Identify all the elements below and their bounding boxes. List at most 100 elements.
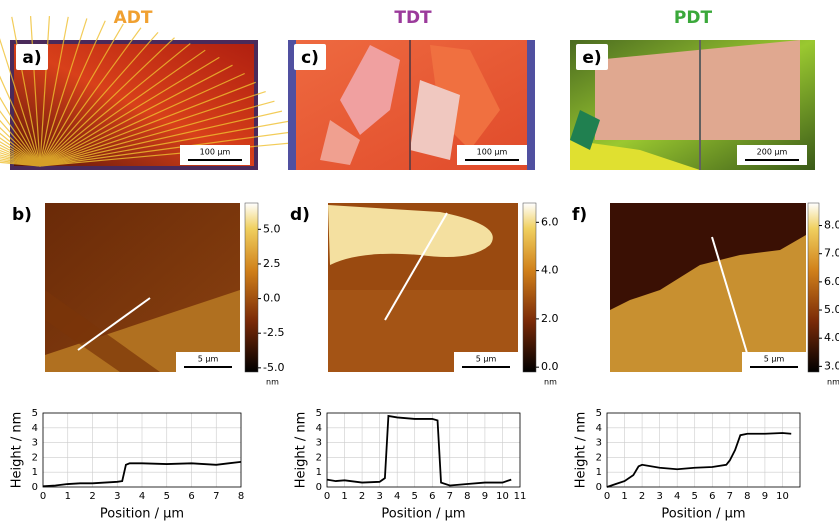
x-tick-label: 2 — [89, 491, 95, 502]
x-tick-label: 6 — [429, 491, 435, 502]
panel-label: a) — [22, 48, 41, 68]
scale-bar-label: 5 µm — [476, 355, 497, 364]
x-tick-label: 5 — [164, 491, 170, 502]
x-tick-label: 1 — [621, 491, 627, 502]
profile-line — [607, 433, 791, 487]
y-tick-label: 3 — [32, 438, 38, 449]
x-tick-label: 2 — [639, 491, 645, 502]
y-axis-label: Height / nm — [574, 412, 589, 489]
afm-image — [610, 203, 806, 372]
scale-bar-label: 100 µm — [477, 148, 508, 157]
plot-frame — [327, 413, 520, 487]
colorbar-tick-label: 8.0 — [824, 219, 839, 232]
colorbar-tick-label: 0.0 — [263, 292, 281, 305]
x-tick-label: 0 — [40, 491, 46, 502]
scale-bar-label: 200 µm — [757, 148, 788, 157]
colorbar — [245, 203, 258, 372]
x-tick-label: 0 — [604, 491, 610, 502]
y-axis-label: Height / nm — [294, 412, 309, 489]
y-tick-label: 2 — [32, 452, 38, 463]
x-tick-label: 8 — [464, 491, 470, 502]
y-tick-label: 1 — [32, 467, 38, 478]
y-tick-label: 0 — [316, 482, 322, 493]
scale-bar-label: 5 µm — [198, 355, 219, 364]
y-tick-label: 5 — [32, 408, 38, 419]
y-tick-label: 1 — [596, 467, 602, 478]
y-axis-label: Height / nm — [10, 412, 25, 489]
x-tick-label: 9 — [482, 491, 488, 502]
y-tick-label: 5 — [316, 408, 322, 419]
panel-title: ADT — [114, 8, 153, 28]
profile-line — [327, 416, 511, 486]
x-axis-label: Position / µm — [381, 507, 465, 522]
x-tick-label: 2 — [359, 491, 365, 502]
x-tick-label: 9 — [762, 491, 768, 502]
colorbar-tick-label: -5.0 — [263, 361, 284, 374]
scale-bar-label: 100 µm — [200, 148, 231, 157]
y-tick-label: 2 — [316, 452, 322, 463]
x-tick-label: 11 — [514, 491, 527, 502]
scale-bar-label: 5 µm — [764, 355, 785, 364]
x-tick-label: 6 — [709, 491, 715, 502]
colorbar-tick-label: 6.0 — [541, 215, 559, 228]
y-tick-label: 5 — [596, 408, 602, 419]
afm-image — [328, 203, 518, 372]
y-tick-label: 3 — [316, 438, 322, 449]
x-tick-label: 7 — [213, 491, 219, 502]
x-tick-label: 7 — [727, 491, 733, 502]
plot-frame — [607, 413, 800, 487]
panel-label: c) — [301, 48, 319, 68]
figure: ADT a) 100 µm b) 5 µm 5.0 2.5 0.0 -2.5 -5.0 nm TDT c… — [0, 0, 839, 524]
x-tick-label: 1 — [341, 491, 347, 502]
x-tick-label: 8 — [238, 491, 244, 502]
x-tick-label: 5 — [412, 491, 418, 502]
panel-title: TDT — [394, 8, 432, 28]
x-tick-label: 7 — [447, 491, 453, 502]
y-tick-label: 2 — [596, 452, 602, 463]
y-tick-label: 4 — [32, 423, 38, 434]
y-tick-label: 4 — [596, 423, 602, 434]
page: ADT a) 100 µm b) 5 µm 5.0 2.5 0.0 -2.5 -5.0 nm TDT c… — [0, 0, 839, 524]
colorbar-tick-label: 6.0 — [824, 275, 839, 288]
colorbar-tick-label: 7.0 — [824, 247, 839, 260]
x-tick-label: 3 — [656, 491, 662, 502]
x-tick-label: 4 — [674, 491, 680, 502]
x-tick-label: 10 — [496, 491, 509, 502]
x-tick-label: 3 — [376, 491, 382, 502]
x-tick-label: 3 — [114, 491, 120, 502]
colorbar-tick-label: 5.0 — [263, 222, 281, 235]
x-tick-label: 6 — [188, 491, 194, 502]
colorbar-unit: nm — [827, 378, 839, 387]
panel-label: b) — [12, 205, 32, 225]
colorbar-unit: nm — [544, 378, 557, 387]
colorbar — [808, 203, 819, 372]
panel-label: f) — [572, 205, 587, 225]
colorbar-tick-label: 4.0 — [541, 264, 559, 277]
colorbar-tick-label: 5.0 — [824, 303, 839, 316]
x-tick-label: 4 — [394, 491, 400, 502]
x-tick-label: 10 — [776, 491, 789, 502]
y-tick-label: 3 — [596, 438, 602, 449]
colorbar — [523, 203, 536, 372]
colorbar-tick-label: 0.0 — [541, 360, 559, 373]
colorbar-tick-label: 2.0 — [541, 312, 559, 325]
panel-label: e) — [582, 48, 601, 68]
x-axis-label: Position / µm — [661, 507, 745, 522]
colorbar-tick-label: 4.0 — [824, 331, 839, 344]
afm-image — [45, 203, 240, 372]
x-tick-label: 1 — [65, 491, 71, 502]
panel-title: PDT — [674, 8, 713, 28]
colorbar-tick-label: 3.0 — [824, 359, 839, 372]
colorbar-tick-label: -2.5 — [263, 326, 284, 339]
colorbar-unit: nm — [266, 378, 279, 387]
x-tick-label: 5 — [692, 491, 698, 502]
x-tick-label: 4 — [139, 491, 145, 502]
x-tick-label: 0 — [324, 491, 330, 502]
y-tick-label: 4 — [316, 423, 322, 434]
y-tick-label: 0 — [596, 482, 602, 493]
y-tick-label: 1 — [316, 467, 322, 478]
colorbar-tick-label: 2.5 — [263, 257, 281, 270]
panel-label: d) — [290, 205, 310, 225]
x-tick-label: 8 — [744, 491, 750, 502]
optical-image — [0, 16, 297, 170]
